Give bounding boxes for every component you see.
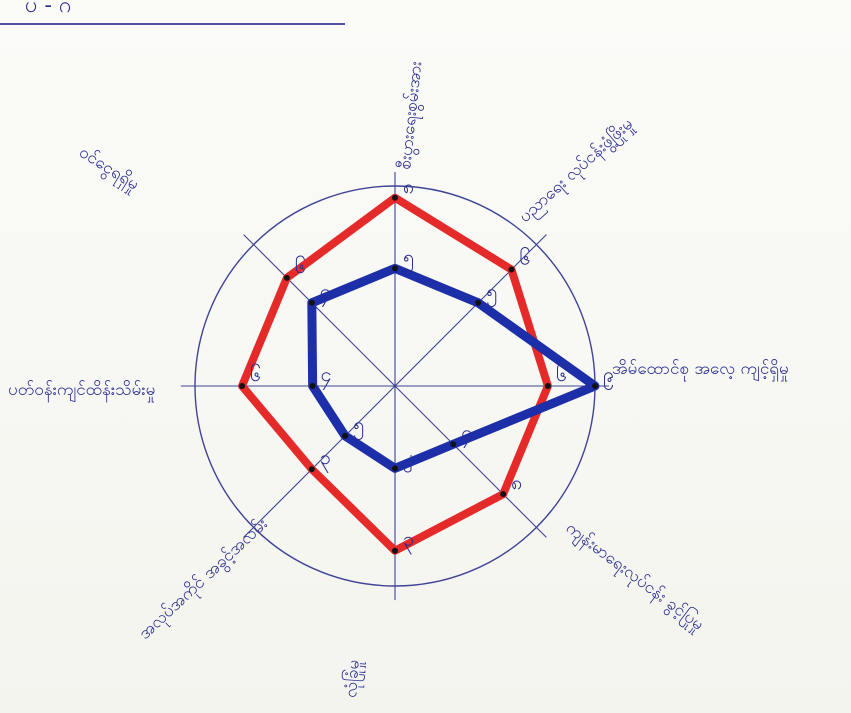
axis-line-5 [243, 385, 396, 538]
tick-label-9: ၂ [403, 444, 413, 472]
series-layer [238, 193, 600, 555]
series-0-point-7 [283, 274, 290, 281]
tick-label-3: ၅ [486, 279, 497, 307]
series-0-point-5 [308, 466, 315, 473]
grid-layer [180, 171, 610, 601]
series-1-point-0 [392, 265, 398, 272]
tick-label-12: ၆ [250, 362, 261, 386]
axis-label-3: ကျန်းမာရေးလုပ်ငန်း ခွင့်ပြုမှု [560, 516, 709, 637]
header-text: ပ - ဂ [25, 0, 72, 18]
tick-label-5: ၉ [603, 362, 614, 390]
series-0-point-1 [508, 266, 515, 273]
axis-label-7: ဝင်ငွေရရှိမှု [74, 142, 143, 197]
tick-label-15: ၄ [320, 279, 331, 307]
tick-label-13: ၄ [321, 362, 332, 390]
series-0-point-6 [239, 383, 246, 389]
series-1-point-2 [592, 383, 598, 389]
series-0-point-3 [500, 491, 507, 498]
tick-label-11: ၅ [353, 412, 364, 440]
axis-label-6: ပတ်ဝန်းကျင်ထိန်းသိမ်းမှု [8, 380, 155, 403]
tick-label-14: ၆ [295, 254, 306, 278]
axis-label-1: ပညာရေး လုပ်ငန်းဖွံ့ဖြိုးမှု [514, 112, 639, 228]
tick-label-8: ၃ [403, 527, 414, 555]
tick-label-1: ၅ [403, 244, 414, 272]
series-1-point-5 [342, 432, 349, 439]
series-1-point-3 [450, 441, 457, 448]
tick-label-2: ၆ [519, 246, 530, 270]
series-1-point-6 [309, 383, 316, 389]
series-0-point-4 [392, 547, 398, 554]
axis-line-7 [243, 234, 396, 387]
series-0-point-2 [544, 383, 551, 389]
axis-label-0: စီးပွားရေးစွမ်းအား [395, 60, 429, 171]
axis-line-1 [394, 234, 547, 387]
series-1-point-1 [475, 299, 482, 306]
tick-label-10: ၃ [320, 445, 331, 473]
tick-label-4: ၆ [556, 362, 567, 386]
axis-label-5: အလုပ်အကိုင် အခွင့်အလမ်း [135, 514, 274, 646]
tick-label-6: ၈ [511, 470, 522, 494]
series-1-point-4 [392, 465, 398, 472]
tick-label-0: ၈ [403, 174, 414, 198]
series-1-point-7 [308, 299, 315, 306]
axis-line-3 [394, 385, 547, 538]
series-1-polygon [307, 263, 600, 473]
axis-label-4: လုံခြုံမှု [339, 659, 367, 699]
tick-label-7: ၄ [461, 420, 472, 448]
axis-label-2: အိမ်ထောင်စု အလေ့ ကျင့်ရှိမှု [612, 359, 789, 382]
series-0-point-0 [392, 194, 398, 201]
